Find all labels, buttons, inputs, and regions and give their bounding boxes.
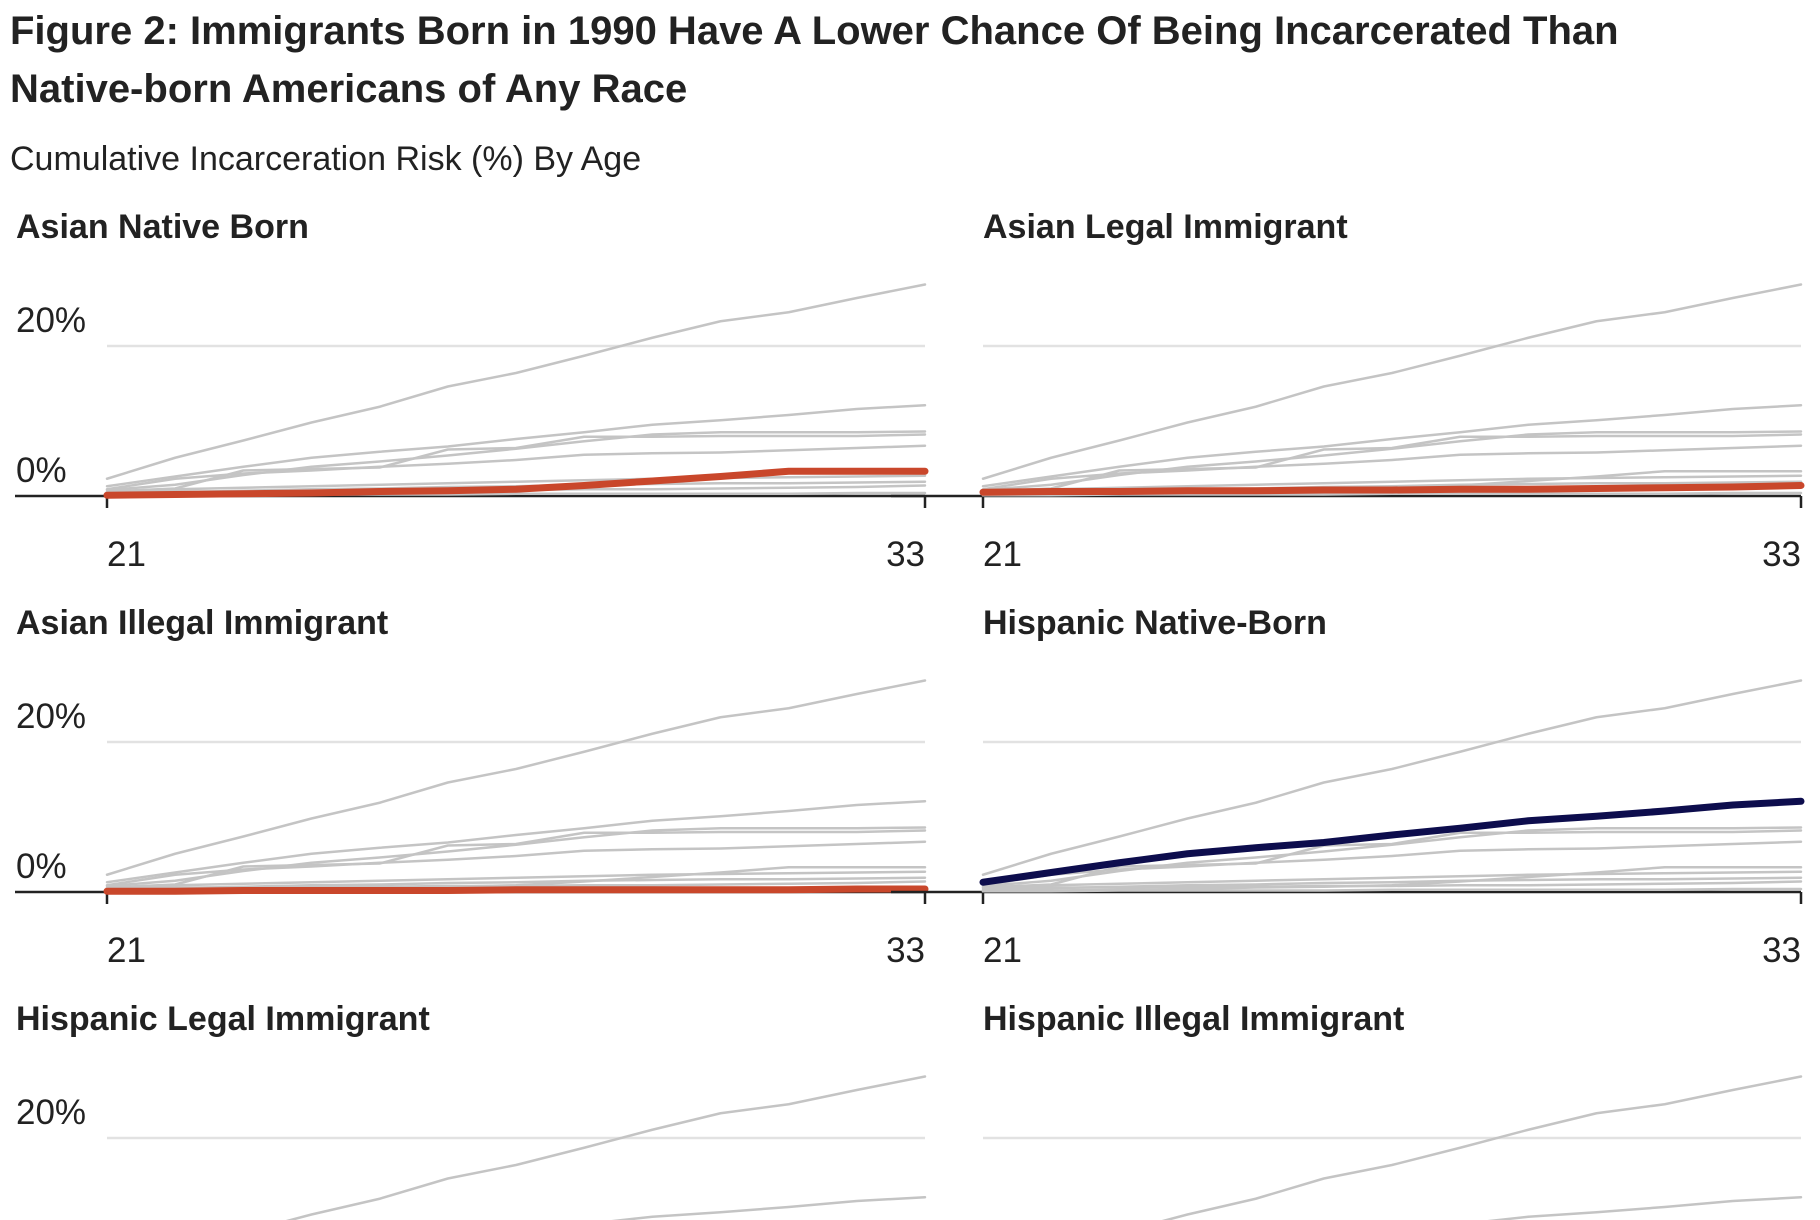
panel: Hispanic Native-Born 21 33 [891,604,1805,970]
y-tick-label: 20% [16,1093,86,1132]
background-line [1487,1196,1803,1220]
highlight-line [103,467,929,499]
background-line [981,283,1803,480]
panel: Asian Legal Immigrant 21 33 [891,208,1805,574]
y-tick-label: 0% [16,451,67,490]
x-tick-label: 33 [1762,535,1801,574]
background-line [981,880,1803,890]
background-line [105,474,927,493]
background-line [105,404,927,488]
highlight-line [103,885,929,895]
x-tick-label: 21 [107,535,146,574]
x-tick-label: 21 [107,931,146,970]
background-line [981,433,1803,493]
highlight-line [979,482,1805,496]
x-tick-label: 33 [886,535,925,574]
panel: Asian Illegal Immigrant 0% 20% 21 33 [15,604,929,970]
chart-subtitle: Cumulative Incarceration Risk (%) By Age [10,140,641,178]
background-line [105,679,927,876]
background-line [981,887,1803,893]
background-line [981,679,1803,876]
panel-title: Asian Legal Immigrant [983,208,1348,246]
background-line [105,840,927,887]
chart-title: Figure 2: Immigrants Born in 1990 Have A… [10,9,1619,111]
x-tick-label: 33 [886,931,925,970]
x-tick-label: 33 [1762,931,1801,970]
background-line [981,444,1803,491]
panel-title: Asian Illegal Immigrant [16,604,388,642]
panel-title: Hispanic Illegal Immigrant [983,1000,1404,1038]
panel-title: Asian Native Born [16,208,309,246]
panel: Hispanic Legal Immigrant 20% [16,1000,927,1220]
background-line [105,829,927,889]
panel: Asian Native Born 0% 20% 21 33 [15,208,929,574]
background-line [105,283,927,480]
background-line [981,870,1803,889]
y-tick-label: 0% [16,847,67,886]
background-line [981,840,1803,887]
panel: Hispanic Illegal Immigrant [983,1000,1803,1220]
y-tick-label: 20% [16,301,86,340]
highlight-line [979,797,1805,886]
background-line [105,800,927,884]
background-line [611,1196,927,1220]
background-line [981,404,1803,488]
background-line [981,829,1803,889]
x-tick-label: 21 [983,931,1022,970]
background-line [105,870,927,889]
panel-title: Hispanic Legal Immigrant [16,1000,430,1038]
background-line [105,433,927,493]
x-tick-label: 21 [983,535,1022,574]
panel-title: Hispanic Native-Born [983,604,1327,642]
background-line [1161,1075,1803,1220]
y-tick-label: 20% [16,697,86,736]
background-line [981,474,1803,493]
background-line [105,444,927,491]
background-line [285,1075,927,1220]
